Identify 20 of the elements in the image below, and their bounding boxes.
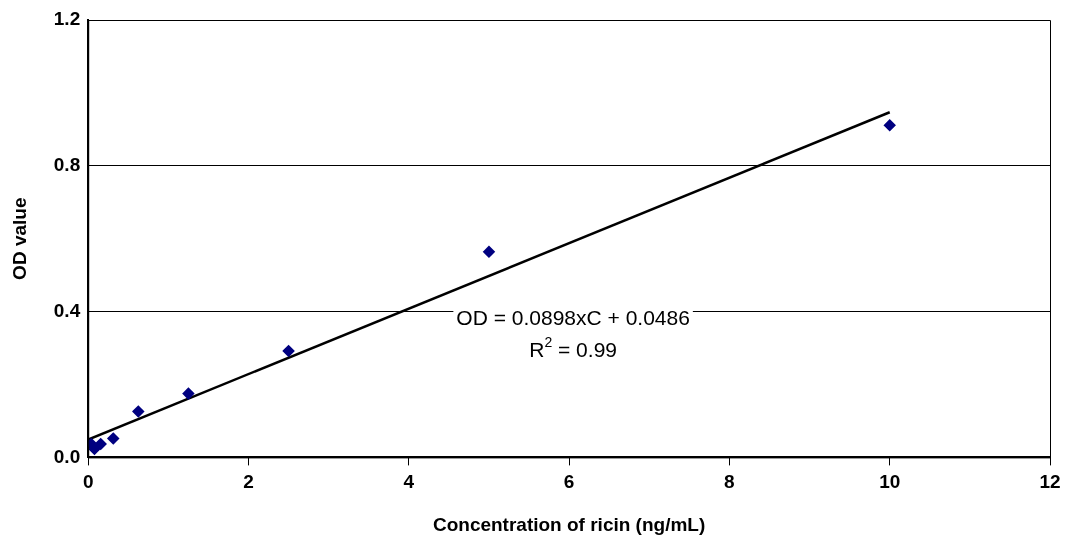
x-tick-label: 10 [879, 471, 901, 493]
point [883, 119, 896, 132]
point [107, 432, 120, 445]
x-tick-label: 12 [1039, 471, 1061, 493]
point [483, 246, 495, 258]
point [182, 387, 195, 400]
y-tick-label: 0.8 [53, 154, 81, 176]
x-tick-label: 2 [243, 471, 254, 493]
x-tick-label: 4 [403, 471, 415, 493]
annotation: OD = 0.0898xC + 0.0486 [456, 305, 690, 329]
x-tick-label: 8 [724, 471, 735, 493]
y-tick-label: 0.0 [53, 445, 81, 467]
x-tick-label: 6 [563, 471, 575, 493]
point [132, 405, 145, 418]
point [282, 345, 295, 357]
y-tick-label: 0.4 [53, 299, 81, 321]
y-axis-title: OD value [8, 197, 30, 280]
y-tick-label: 1.2 [53, 8, 81, 30]
x-axis-title: Concentration of ricin (ng/mL) [432, 513, 706, 535]
x-tick-label: 0 [82, 471, 94, 493]
